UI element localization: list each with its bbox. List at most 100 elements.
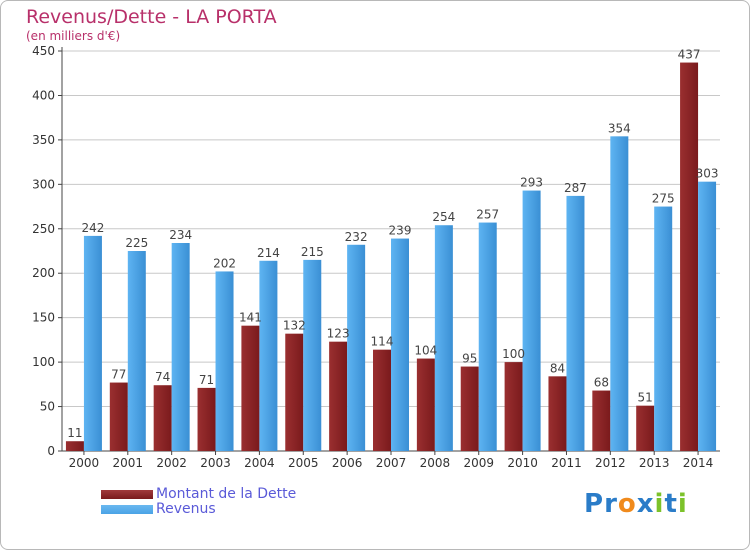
x-tick-label: 2013	[639, 456, 670, 470]
bar-dette	[680, 62, 699, 452]
y-tick-label: 150	[32, 311, 55, 325]
chart-title: Revenus/Dette - LA PORTA	[26, 6, 277, 28]
bar-dette	[548, 376, 567, 451]
data-label-dette: 74	[155, 370, 170, 384]
data-label-revenus: 257	[476, 208, 499, 222]
bar-dette	[197, 387, 216, 451]
bar-revenus	[259, 260, 278, 451]
data-label-revenus: 254	[432, 210, 455, 224]
data-label-dette: 77	[111, 368, 126, 382]
data-label-revenus: 303	[696, 167, 719, 181]
bar-revenus	[215, 271, 234, 451]
bar-revenus	[83, 235, 102, 451]
data-label-dette: 68	[594, 376, 609, 390]
data-label-revenus: 242	[81, 221, 104, 235]
chart-subtitle: (en milliers d'€)	[26, 29, 121, 43]
logo-letter: P	[584, 489, 605, 519]
legend-label-revenus: Revenus	[156, 501, 216, 517]
x-tick-label: 2004	[244, 456, 275, 470]
logo-letter: i	[654, 489, 665, 519]
data-label-dette: 51	[638, 391, 653, 405]
bar-dette	[373, 349, 391, 451]
data-label-revenus: 225	[125, 236, 148, 250]
bar-dette	[65, 441, 84, 451]
data-label-revenus: 214	[257, 246, 280, 260]
data-label-dette: 71	[199, 373, 214, 387]
bar-dette	[636, 405, 655, 451]
bar-dette	[592, 390, 611, 451]
logo-letter: x	[636, 489, 655, 519]
x-tick-label: 2014	[683, 456, 714, 470]
data-label-dette: 100	[502, 347, 525, 361]
data-label-revenus: 287	[564, 181, 587, 195]
logo-letter: i	[677, 489, 688, 519]
bar-revenus	[522, 190, 541, 452]
bar-revenus	[347, 244, 366, 451]
data-label-dette: 104	[414, 344, 437, 358]
legend-swatch-dette	[101, 490, 153, 499]
y-tick-label: 200	[32, 266, 55, 280]
x-tick-label: 2001	[113, 456, 144, 470]
bar-dette	[241, 325, 260, 451]
data-label-revenus: 354	[608, 121, 631, 135]
bar-dette	[460, 366, 479, 451]
logo-letter: r	[604, 489, 618, 519]
x-tick-label: 2003	[200, 456, 231, 470]
bar-dette	[416, 358, 435, 451]
x-tick-label: 2000	[69, 456, 100, 470]
y-tick-label: 250	[32, 222, 55, 236]
data-label-revenus: 275	[652, 192, 675, 206]
x-tick-label: 2012	[595, 456, 626, 470]
y-tick-label: 350	[32, 133, 55, 147]
y-tick-label: 400	[32, 88, 55, 102]
x-tick-label: 2008	[420, 456, 451, 470]
y-tick-label: 300	[32, 177, 55, 191]
data-label-dette: 437	[678, 48, 701, 62]
bar-revenus	[610, 136, 629, 452]
x-tick-label: 2011	[551, 456, 582, 470]
bar-revenus	[171, 243, 190, 451]
logo-letter: t	[664, 489, 678, 519]
bar-dette	[329, 341, 348, 451]
data-label-dette: 123	[327, 327, 350, 341]
y-tick-label: 450	[32, 44, 55, 58]
bar-revenus	[566, 195, 585, 451]
y-tick-label: 100	[32, 355, 55, 369]
bar-revenus	[434, 225, 453, 451]
bar-revenus	[698, 181, 717, 451]
data-label-dette: 141	[239, 311, 262, 325]
bar-dette	[153, 385, 172, 451]
x-tick-label: 2009	[463, 456, 494, 470]
x-tick-label: 2010	[507, 456, 538, 470]
data-label-dette: 114	[371, 335, 394, 349]
bar-dette	[285, 333, 304, 451]
bar-revenus	[654, 206, 673, 451]
data-label-revenus: 215	[301, 245, 324, 259]
x-tick-label: 2006	[332, 456, 363, 470]
bar-revenus	[478, 222, 497, 451]
logo-letter: o	[617, 489, 637, 519]
data-label-revenus: 293	[520, 176, 543, 190]
data-label-dette: 11	[67, 426, 82, 440]
data-label-revenus: 234	[169, 228, 192, 242]
legend-swatch-revenus	[101, 505, 153, 514]
data-label-dette: 84	[550, 361, 565, 375]
bar-revenus	[391, 238, 409, 451]
bar-dette	[109, 382, 128, 451]
proxiti-logo: Proxiti	[584, 489, 688, 519]
legend-label-dette: Montant de la Dette	[156, 486, 297, 502]
data-label-dette: 132	[283, 319, 306, 333]
bar-dette	[504, 362, 523, 451]
x-tick-label: 2007	[376, 456, 407, 470]
data-label-revenus: 202	[213, 256, 236, 270]
data-label-dette: 95	[462, 352, 477, 366]
data-label-revenus: 239	[389, 224, 412, 238]
x-tick-label: 2002	[156, 456, 187, 470]
bar-revenus	[127, 251, 146, 451]
data-label-revenus: 232	[345, 230, 368, 244]
y-tick-label: 0	[47, 444, 55, 458]
y-tick-label: 50	[40, 400, 55, 414]
bar-revenus	[303, 259, 322, 451]
